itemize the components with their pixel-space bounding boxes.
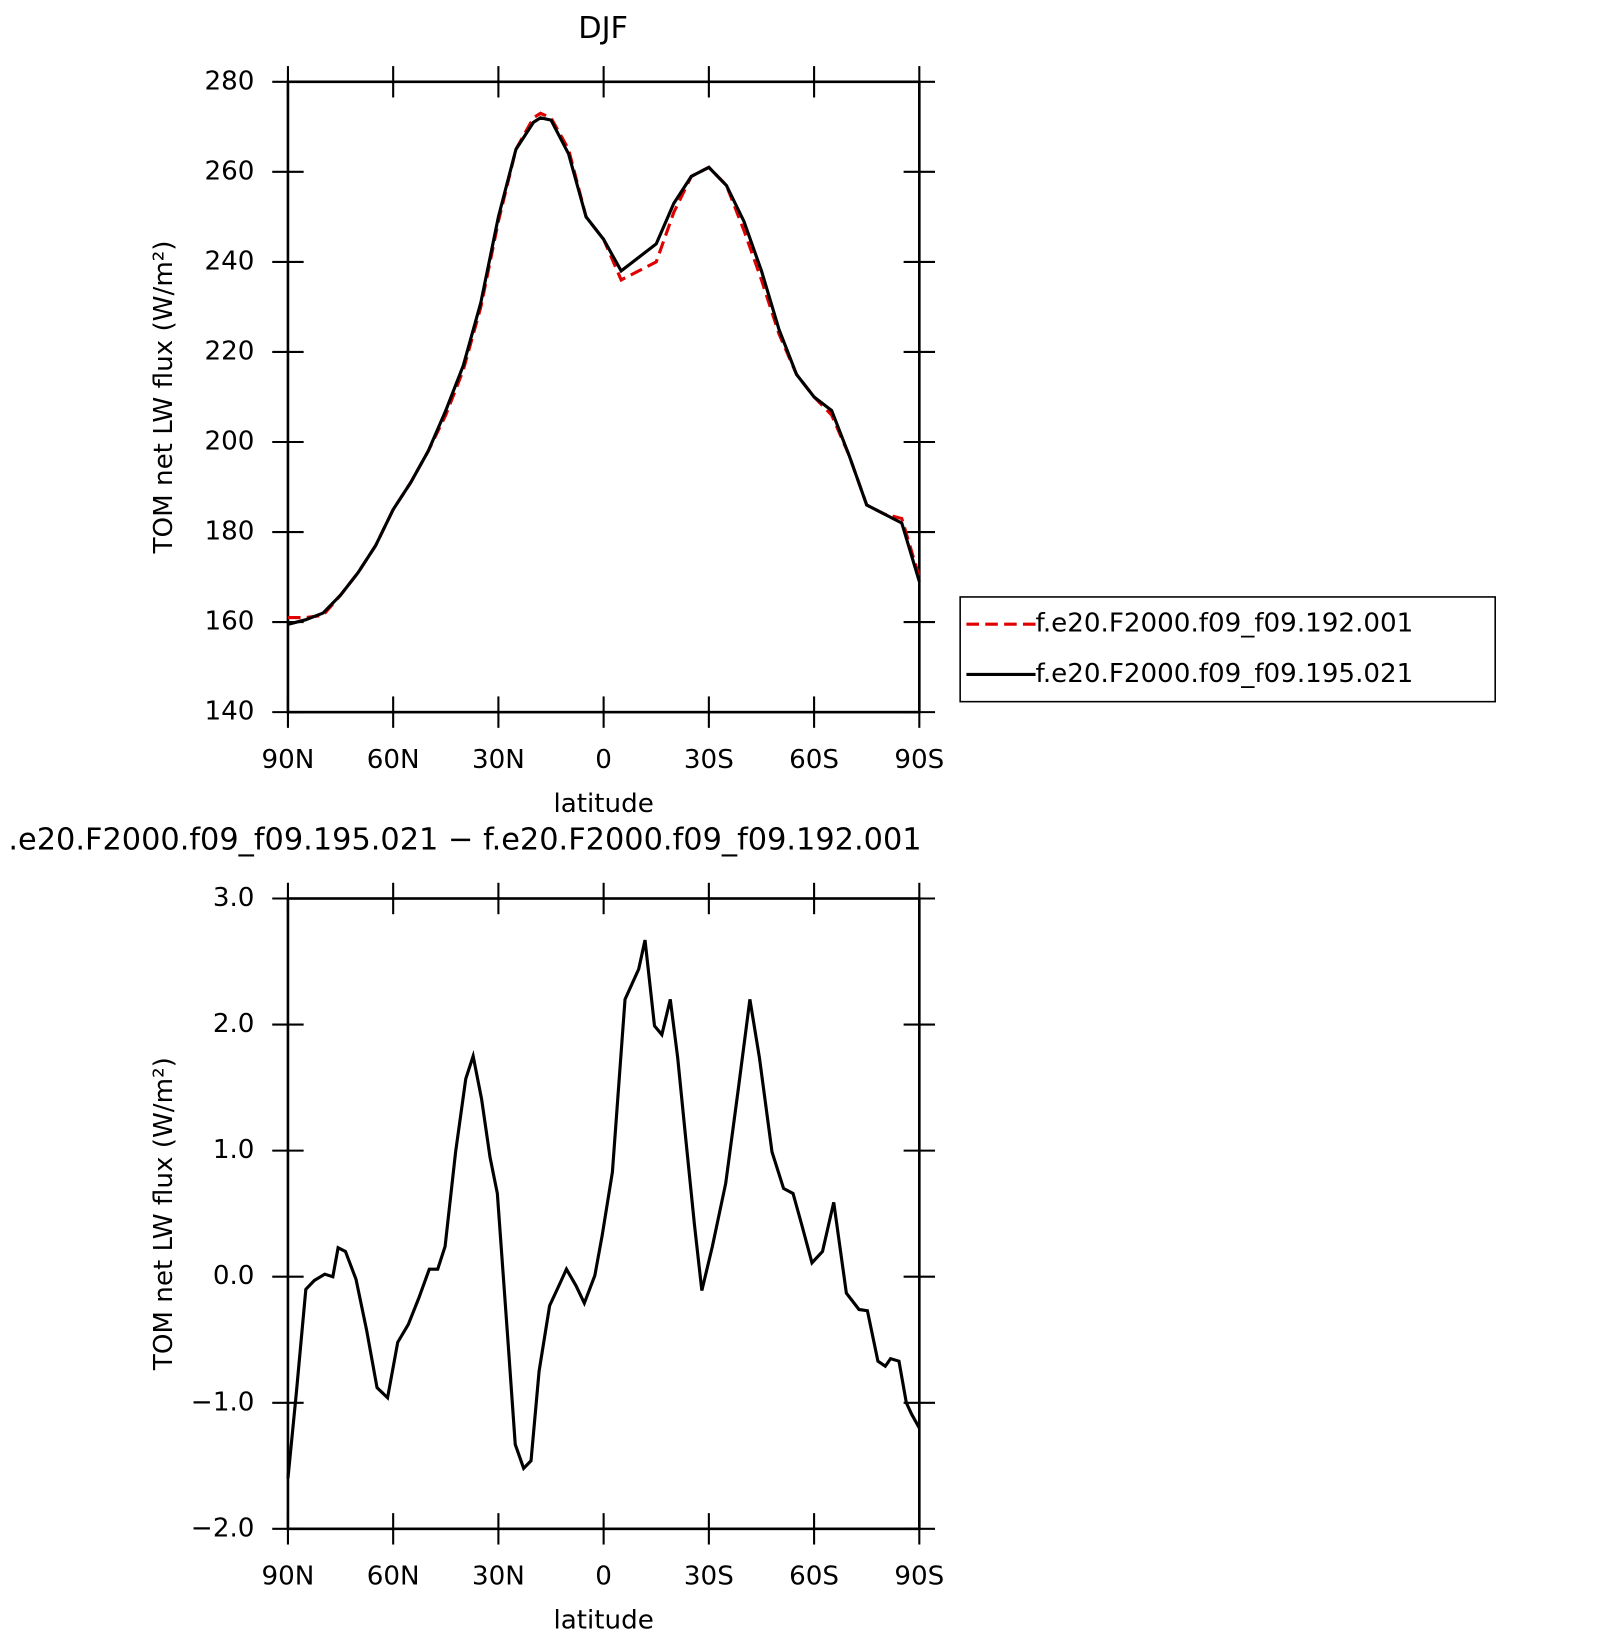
data-line: [287, 111, 921, 620]
legend-box: [959, 596, 1496, 703]
y-axis-label: TOM net LW flux (W/m²): [149, 240, 179, 554]
chart-title: .e20.F2000.f09_f09.195.021 − f.e20.F2000…: [8, 822, 921, 857]
x-tick-label: 90S: [894, 1562, 944, 1592]
y-tick-label: 280: [204, 66, 254, 96]
y-tick-label: 160: [204, 607, 254, 637]
y-tick-label: 260: [204, 156, 254, 186]
x-tick-label: 60S: [789, 1562, 839, 1592]
y-tick-label: 1.0: [213, 1135, 255, 1165]
x-tick-label: 60S: [789, 745, 839, 775]
legend-label: f.e20.F2000.f09_f09.195.021: [1036, 659, 1414, 689]
x-tick-label: 90N: [262, 1562, 315, 1592]
x-tick-label: 0: [595, 745, 612, 775]
x-tick-label: 90S: [894, 745, 944, 775]
plot-frame: [286, 80, 921, 714]
x-tick-label: 30S: [684, 1562, 734, 1592]
x-tick-label: 30S: [684, 745, 734, 775]
y-tick-label: 220: [204, 336, 254, 366]
x-tick-label: 90N: [262, 745, 315, 775]
y-tick-label: −2.0: [191, 1513, 255, 1543]
data-line: [287, 116, 921, 626]
x-tick-label: 60N: [367, 1562, 420, 1592]
y-tick-label: 200: [204, 426, 254, 456]
x-tick-label: 30N: [472, 1562, 525, 1592]
y-axis-label: TOM net LW flux (W/m²): [149, 1057, 179, 1371]
x-tick-label: 0: [595, 1562, 612, 1592]
chart-title: DJF: [578, 11, 628, 46]
x-axis-label: latitude: [553, 789, 653, 819]
x-tick-label: 60N: [367, 745, 420, 775]
x-tick-label: 30N: [472, 745, 525, 775]
plot-frame: [286, 897, 921, 1531]
y-tick-label: 140: [204, 697, 254, 727]
y-tick-label: −1.0: [191, 1387, 255, 1417]
legend-label: f.e20.F2000.f09_f09.192.001: [1036, 609, 1414, 639]
y-tick-label: 240: [204, 246, 254, 276]
y-tick-label: 180: [204, 517, 254, 547]
x-axis-label: latitude: [553, 1605, 653, 1635]
y-tick-label: 0.0: [213, 1261, 255, 1291]
data-line: [286, 939, 921, 1479]
y-tick-label: 2.0: [213, 1009, 255, 1039]
y-tick-label: 3.0: [213, 883, 255, 913]
